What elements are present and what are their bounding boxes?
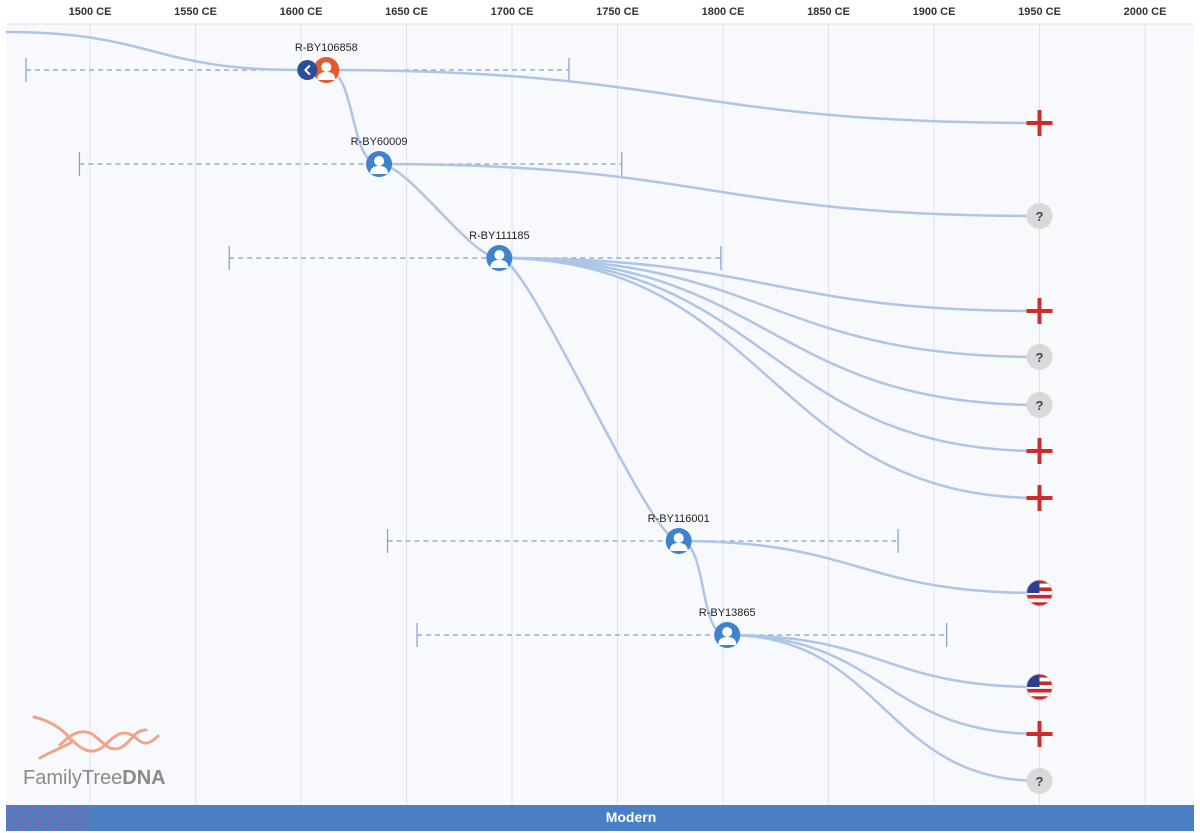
haplogroup-node[interactable]: R-BY60009 [351,136,408,177]
tree-link-leaf [499,256,1040,313]
leaf-unknown-icon[interactable]: ? [1026,344,1053,370]
leaf-unknown-icon[interactable]: ? [1026,768,1053,794]
haplogroup-node-label: R-BY106858 [295,42,358,54]
logo-text-bold: DNA [122,767,165,789]
x-tick-label: 1600 CE [280,6,323,18]
era-band-label: Modern [606,809,657,825]
haplogroup-node[interactable]: R-BY13865 [699,607,756,648]
haplogroup-node[interactable]: R-BY111185 [469,230,530,271]
era-band-hatch [6,805,90,831]
person-icon [313,57,340,83]
x-axis-ticks: 1500 CE 1550 CE 1600 CE 1650 CE 1700 CE 1750 … [69,6,1167,18]
x-tick-label: 1950 CE [1018,6,1061,18]
x-tick-label: 1700 CE [491,6,534,18]
era-band: Modern [6,805,1194,831]
leaf-cross-icon[interactable] [1026,721,1053,747]
leaf-cross-icon[interactable] [1026,485,1053,511]
person-icon [714,622,741,648]
haplogroup-nodes: R-BY106858 R-BY60009 R-BY111185 R-BY116001 R… [295,42,756,648]
leaf-unknown-icon[interactable]: ? [1026,392,1053,418]
svg-text:?: ? [1036,350,1044,365]
svg-text:?: ? [1036,774,1044,789]
x-tick-label: 1500 CE [69,6,112,18]
leaf-us-flag-icon[interactable] [1026,579,1053,607]
tree-link-leaf [326,68,1040,125]
x-tick-label: 1750 CE [596,6,639,18]
svg-text:?: ? [1036,398,1044,413]
x-tick-label: 1650 CE [385,6,428,18]
x-tick-label: 1800 CE [702,6,745,18]
person-icon [486,245,513,271]
tree-link-leaf [379,162,1040,218]
haplogroup-node[interactable]: R-BY106858 [295,42,358,83]
leaf-cross-icon[interactable] [1026,110,1053,136]
leaf-cross-icon[interactable] [1026,438,1053,464]
tree-link-leaf [678,539,1040,595]
tree-link-leaf [727,633,1040,783]
haplogroup-node-label: R-BY116001 [648,513,710,525]
tree-link-node [498,256,680,543]
plot-area [6,24,1194,805]
haplogroup-node-label: R-BY111185 [469,230,530,242]
x-tick-label: 1850 CE [807,6,850,18]
x-tick-label: 1550 CE [174,6,217,18]
svg-text:FamilyTreeDNA: FamilyTreeDNA [23,767,166,789]
leaf-cross-icon[interactable] [1026,298,1053,324]
tree-link-leaf [499,256,1040,407]
familytreedna-logo: FamilyTreeDNA [23,715,166,789]
chevron-left-icon [304,65,311,75]
person-icon [665,528,692,554]
leaf-us-flag-icon[interactable] [1026,673,1053,701]
tree-link-leaf [727,633,1040,689]
person-icon [366,151,393,177]
era-band-bar [6,805,1194,831]
leaf-unknown-icon[interactable]: ? [1026,203,1053,229]
tree-link-leaf [499,256,1040,453]
haplogroup-node-label: R-BY13865 [699,607,756,619]
tree-link-incoming [5,30,299,72]
x-tick-label: 1900 CE [913,6,956,18]
x-tick-label: 2000 CE [1124,6,1167,18]
logo-text-light: FamilyTree [23,767,122,789]
dna-helix-icon [32,715,160,760]
leaf-markers: ???? [1026,110,1053,794]
haplogroup-node-label: R-BY60009 [351,136,408,148]
tree-link-leaf [499,256,1040,359]
back-button[interactable] [297,60,318,80]
tree-link-leaf [727,633,1040,736]
svg-text:?: ? [1036,209,1044,224]
tree-link-leaf [499,256,1040,500]
haplogroup-node[interactable]: R-BY116001 [648,513,710,554]
